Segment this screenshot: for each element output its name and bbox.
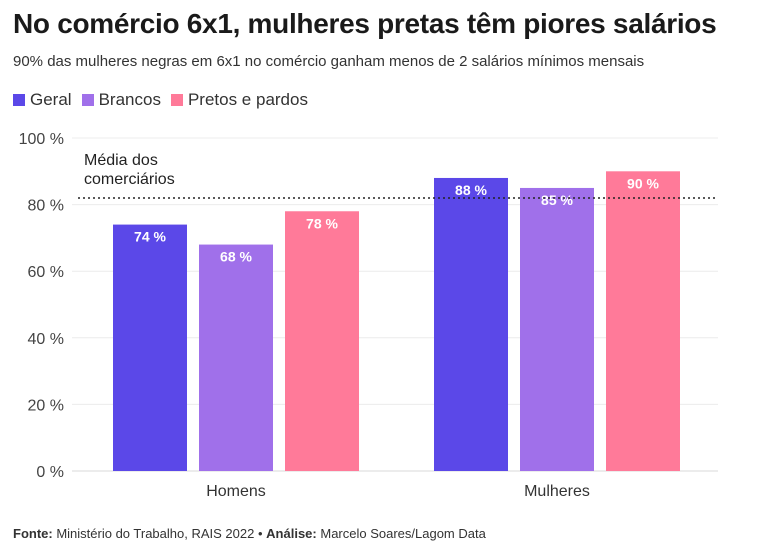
legend-swatch-geral [13,94,25,106]
source-separator: • [257,526,263,541]
y-tick-label: 100 % [19,131,64,148]
bar [285,211,359,471]
legend-swatch-brancos [81,94,94,106]
y-tick-label: 60 % [28,264,64,281]
bar [113,224,187,471]
source-note: Fonte: Ministério do Trabalho, RAIS 2022… [13,526,486,541]
y-tick-label: 20 % [28,397,64,414]
data-label: 78 % [306,215,338,231]
source-label: Fonte: [13,526,53,541]
data-label: 68 % [220,249,252,265]
legend-label-brancos: Brancos [98,90,161,109]
reference-line-label: comerciários [84,171,175,188]
bar [434,177,508,471]
source-text: Ministério do Trabalho, RAIS 2022 [56,526,255,541]
data-label: 85 % [541,192,573,208]
analysis-label: Análise: [266,526,317,541]
bar [606,171,680,472]
reference-line-label: Média dos [84,152,158,169]
legend: Geral Brancos Pretos e pardos [13,90,308,110]
chart-subtitle: 90% das mulheres negras em 6x1 no comérc… [13,53,645,70]
y-tick-label: 80 % [28,198,64,215]
legend-item-geral: Geral [13,90,72,110]
data-label: 90 % [627,175,659,191]
y-tick-label: 0 % [36,464,64,481]
data-label: 88 % [455,182,487,198]
legend-item-pretos-pardos: Pretos e pardos [170,90,308,110]
x-category-label: Homens [206,483,266,500]
legend-item-brancos: Brancos [81,90,161,110]
legend-swatch-pretos-pardos [170,94,183,106]
x-category-label: Mulheres [524,483,590,500]
analysis-text: Marcelo Soares/Lagom Data [320,526,486,541]
y-tick-label: 40 % [28,331,64,348]
data-label: 74 % [134,229,166,245]
legend-label-pretos-pardos: Pretos e pardos [187,90,308,109]
legend-label-geral: Geral [30,90,72,109]
bar-chart: 0 % 20 % 40 % 60 % 80 % 100 % 74 % 68 % 78 % Home… [19,131,718,500]
chart-title: No comércio 6x1, mulheres pretas têm pio… [13,8,717,39]
bar [520,187,594,471]
bar [199,244,273,471]
